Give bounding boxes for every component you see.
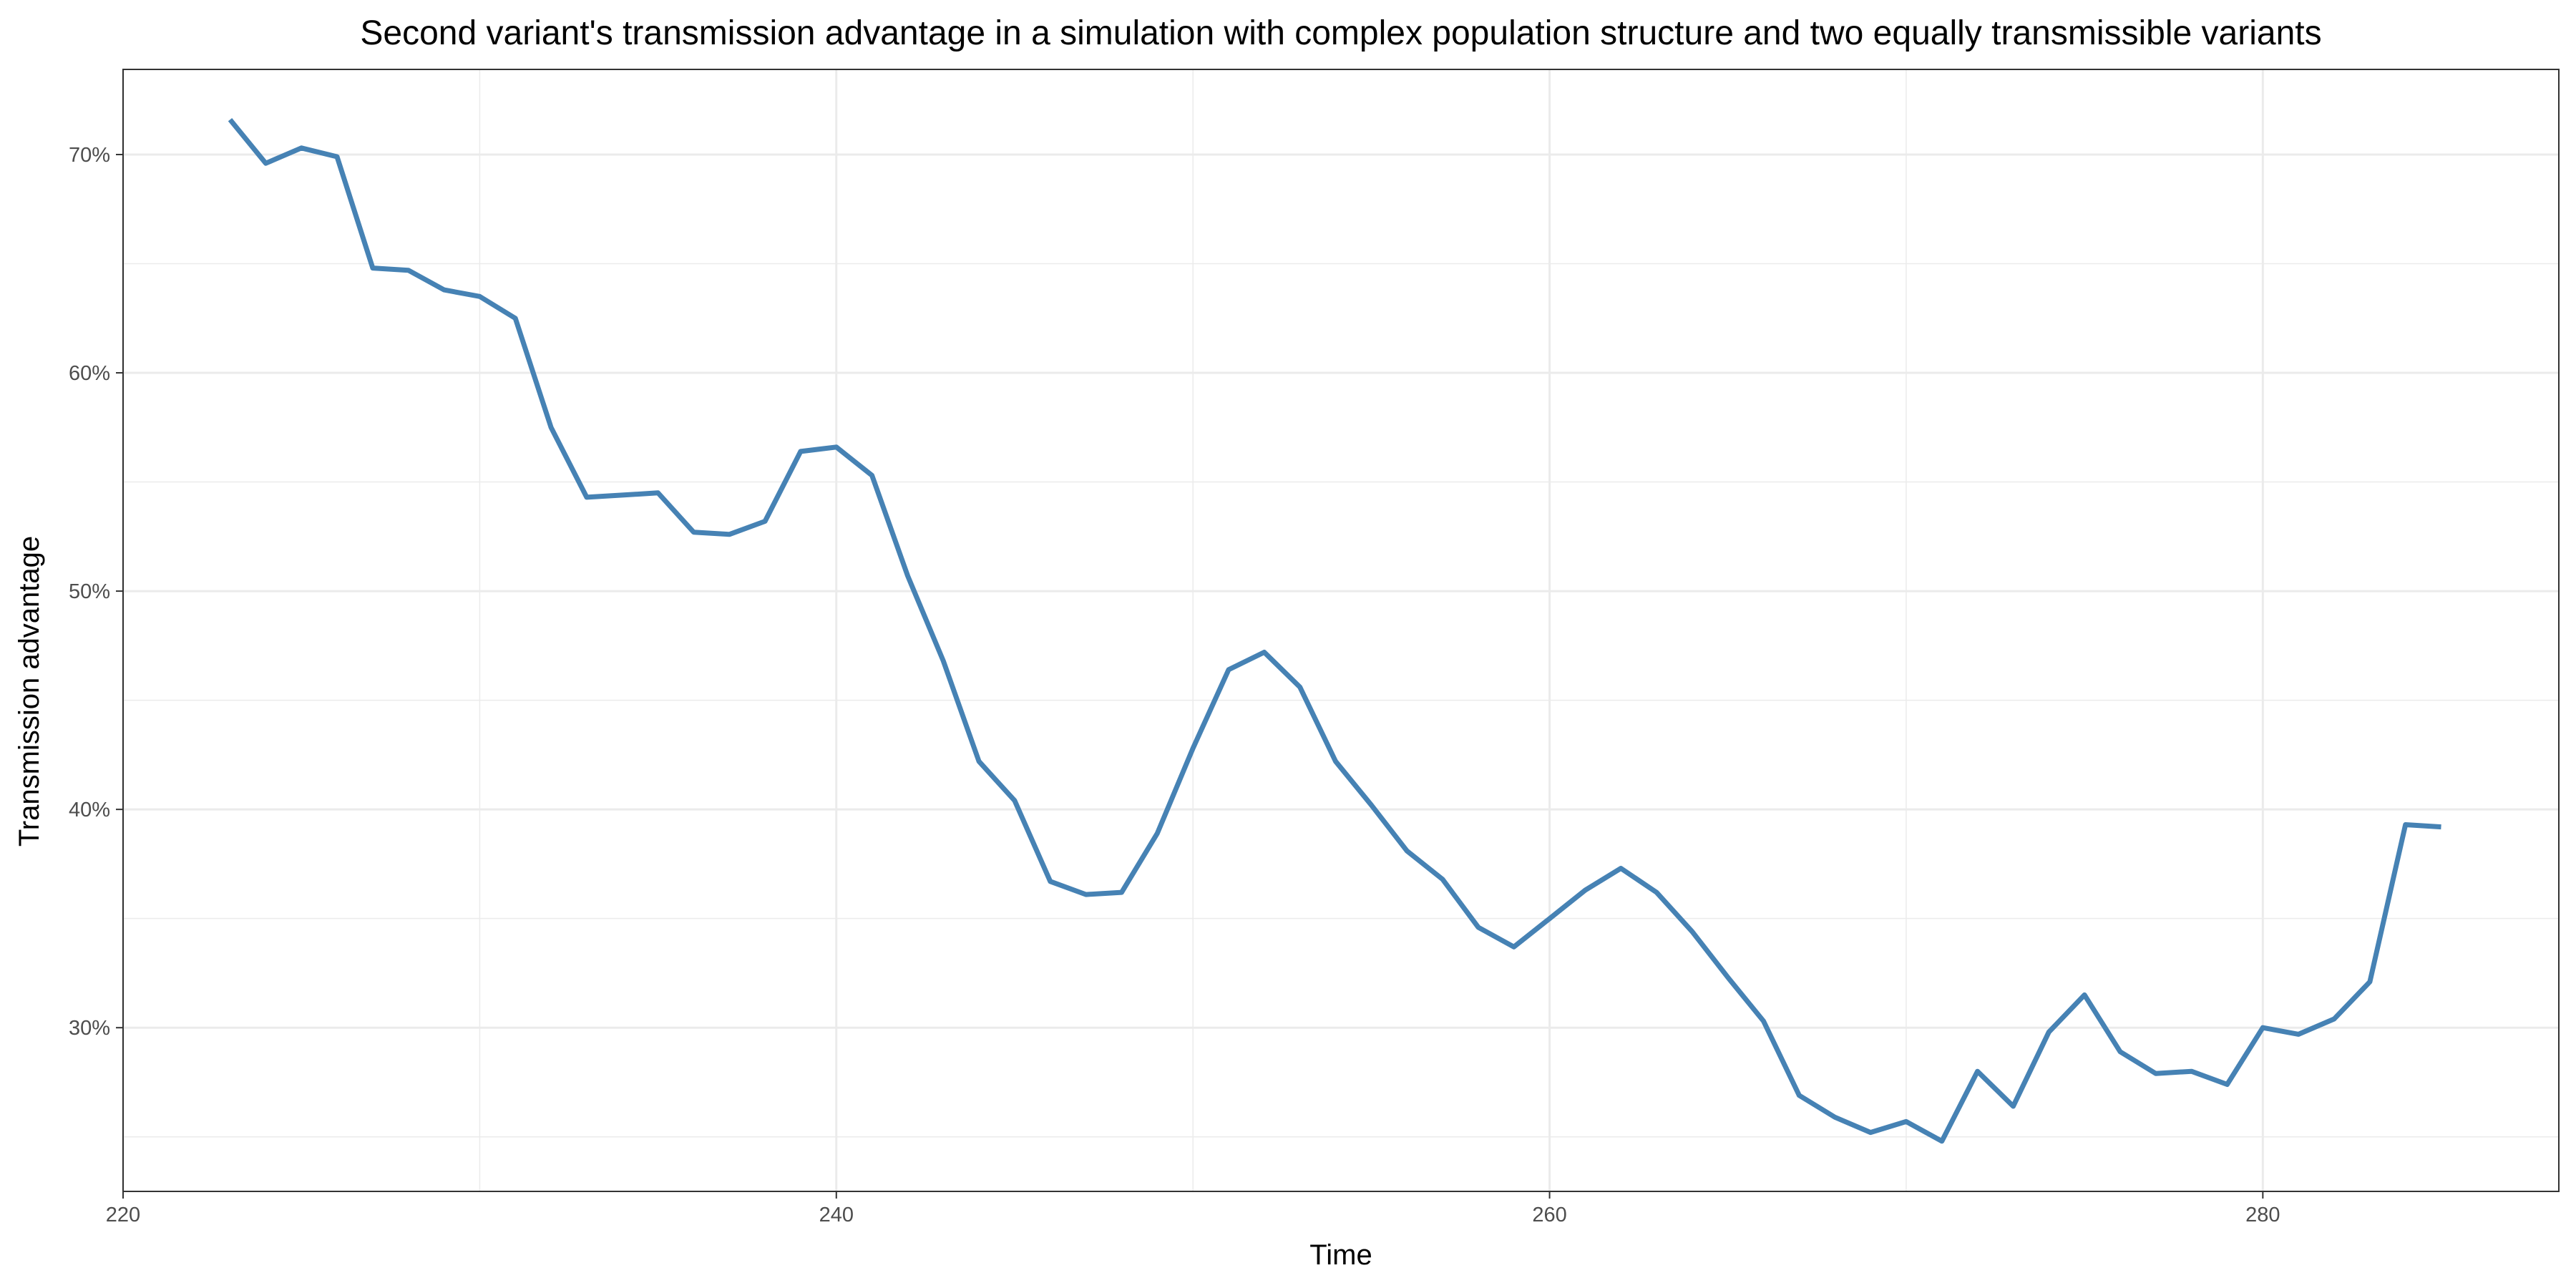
y-tick-label: 70% xyxy=(69,144,110,167)
x-tick-label: 240 xyxy=(819,1204,854,1226)
grid-lines xyxy=(122,69,2559,1191)
y-axis-title: Transmission advantage xyxy=(14,536,45,847)
x-tick-label: 220 xyxy=(106,1204,140,1226)
x-tick-label: 260 xyxy=(1532,1204,1566,1226)
panel-border xyxy=(122,69,2560,1192)
series-line xyxy=(228,117,2441,1144)
y-tick-label: 50% xyxy=(69,580,110,603)
y-tick-label: 30% xyxy=(69,1017,110,1040)
x-axis-title: Time xyxy=(1309,1239,1372,1271)
axis-ticks: 220 240 260 280 30% 40% 50% 60% 70% xyxy=(69,144,2280,1226)
chart-title: Second variant's transmission advantage … xyxy=(360,14,2321,52)
y-tick-label: 40% xyxy=(69,799,110,821)
y-tick-label: 60% xyxy=(69,362,110,385)
x-tick-label: 280 xyxy=(2245,1204,2280,1226)
series-layer xyxy=(228,117,2441,1144)
